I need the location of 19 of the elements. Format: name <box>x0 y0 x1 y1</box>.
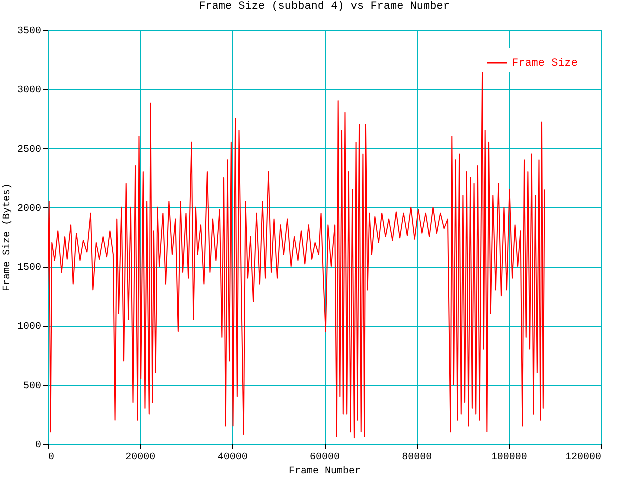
x-tick-label: 100000 <box>491 452 528 464</box>
x-axis-title: Frame Number <box>288 466 362 478</box>
x-tick-label: 40000 <box>218 452 248 464</box>
y-tick-label: 2500 <box>17 144 42 156</box>
y-tick-label: 0 <box>35 440 42 452</box>
y-tick-label: 3000 <box>17 86 42 97</box>
x-tick-label: 0 <box>48 452 55 464</box>
x-tick-label: 60000 <box>310 452 340 464</box>
chart-title: Frame Size (subband 4) vs Frame Number <box>199 1 450 13</box>
x-tick-label: 120000 <box>565 452 602 464</box>
y-tick-label: 1000 <box>17 322 42 334</box>
y-axis-title: Frame Size (Bytes) <box>1 183 14 292</box>
y-tick-label: 500 <box>23 381 42 392</box>
x-tick-label: 20000 <box>126 452 156 464</box>
y-tick-label: 3500 <box>17 26 42 38</box>
legend-label: Frame Size <box>512 58 578 70</box>
y-tick-label: 1500 <box>17 263 42 274</box>
x-tick-label: 80000 <box>402 452 432 464</box>
y-tick-label: 2000 <box>17 204 42 215</box>
